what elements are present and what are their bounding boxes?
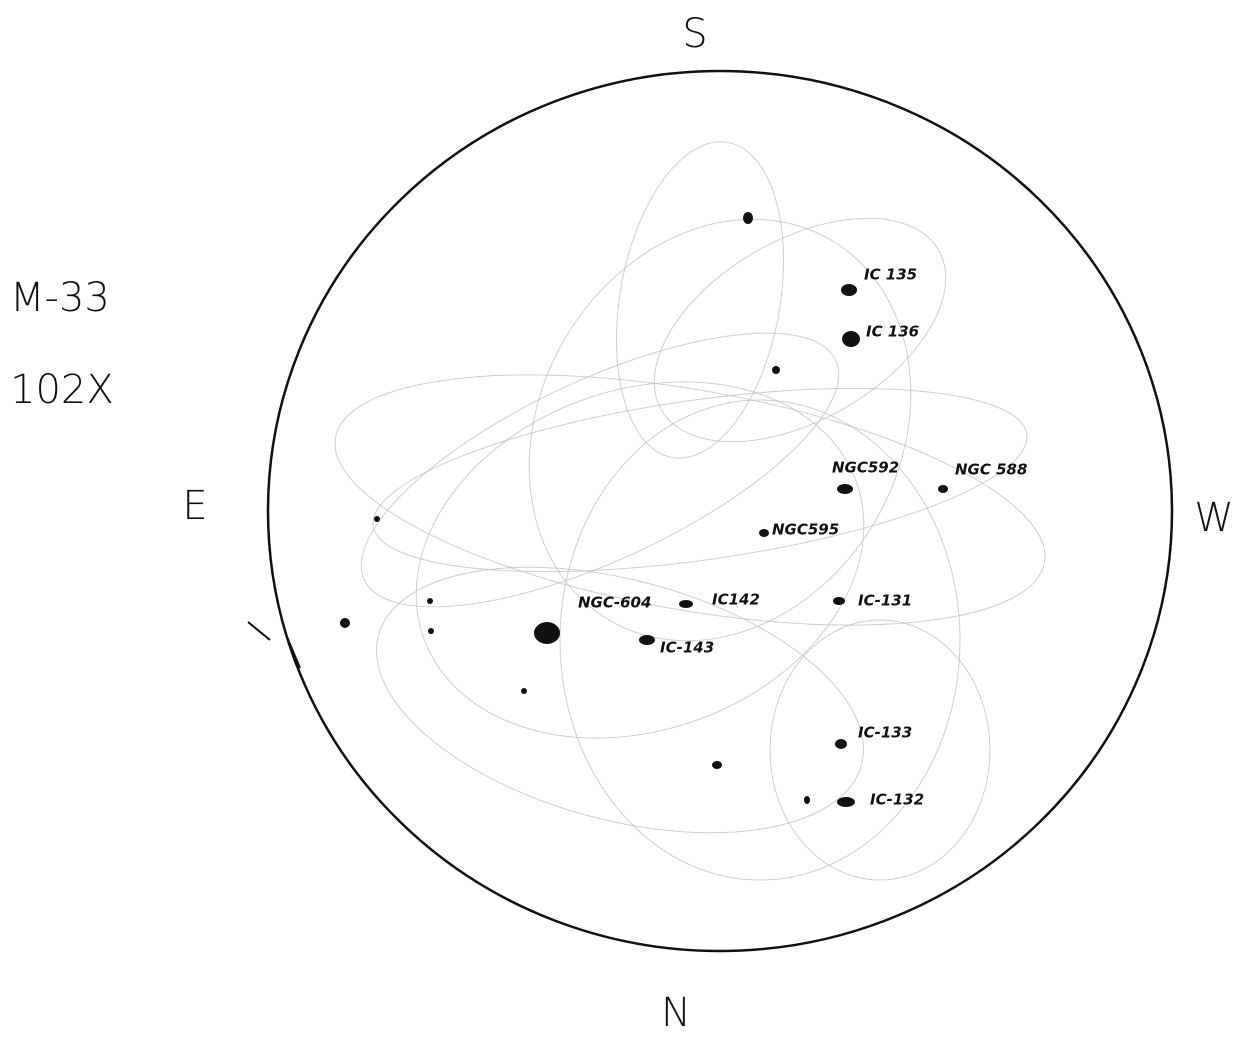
- magnification: 102X: [10, 367, 114, 413]
- object-label: NGC595: [772, 521, 839, 539]
- object-label: IC-143: [660, 639, 714, 657]
- stars: [340, 212, 948, 807]
- object-label: IC142: [712, 591, 760, 609]
- object-label: IC 136: [866, 323, 919, 341]
- object-label: NGC-604: [578, 594, 651, 612]
- compass-north: N: [661, 990, 691, 1036]
- field-of-view: [268, 71, 1172, 951]
- sketch: M-33 102X S E W N IC 135 IC 136 NGC592 N…: [0, 0, 1239, 1038]
- object-label: IC-132: [870, 791, 924, 809]
- page: {"header": {"title": "M-33", "magnificat…: [0, 0, 1239, 1038]
- object-label: NGC592: [832, 459, 899, 477]
- compass-south: S: [682, 11, 707, 57]
- edge-mark: [248, 622, 300, 668]
- pencil-shading: [316, 129, 1063, 881]
- compass-east: E: [182, 483, 207, 529]
- compass-west: W: [1194, 495, 1234, 541]
- object-label: IC-133: [858, 724, 912, 742]
- object-label: IC 135: [864, 266, 917, 284]
- object-label: IC-131: [858, 592, 912, 610]
- title: M-33: [10, 275, 110, 321]
- object-label: NGC 588: [955, 461, 1027, 479]
